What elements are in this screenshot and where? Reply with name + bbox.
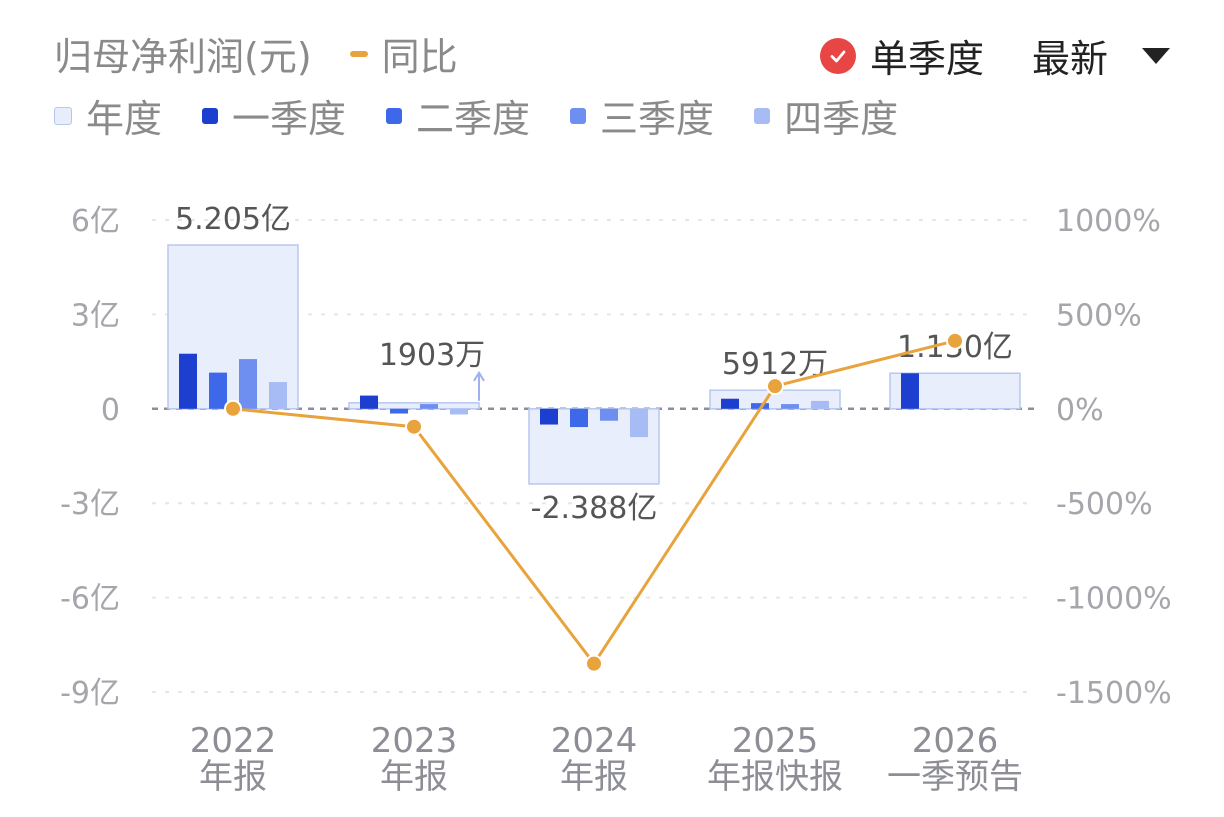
- legend-quarters: 年度 一季度 二季度 三季度 四季度: [54, 88, 898, 143]
- quarter-bar-2: [209, 372, 227, 409]
- quarter-bar-1: [721, 398, 739, 409]
- x-label-sub: 年报: [199, 757, 267, 797]
- overflow-arrow-head-icon: [473, 370, 485, 382]
- quarter-bar-3: [600, 408, 618, 421]
- check-icon: [820, 37, 856, 74]
- quarter-bar-4: [630, 408, 648, 438]
- legend-item-net-profit[interactable]: 归母净利润(元): [54, 26, 312, 81]
- yoy-point: [405, 417, 423, 436]
- quarter-bar-2: [751, 403, 769, 409]
- toggle-label: 单季度: [870, 37, 985, 81]
- annual-value-label: 1903万: [379, 338, 485, 373]
- legend-label: 归母净利润(元): [54, 35, 312, 79]
- x-label-sub: 年报: [380, 757, 448, 797]
- x-label-sub: 年报快报: [707, 757, 843, 797]
- legend-label: 三季度: [600, 97, 715, 141]
- y-tick-left: 6亿: [71, 204, 120, 239]
- legend-item-q4[interactable]: 四季度: [754, 88, 898, 143]
- sort-dropdown[interactable]: 最新: [1032, 28, 1171, 83]
- quarter-bar-3: [239, 359, 257, 409]
- swatch-icon: [570, 107, 587, 124]
- line-swatch-icon: [349, 50, 368, 57]
- caret-down-icon: [1142, 47, 1171, 64]
- legend-label: 四季度: [784, 97, 899, 141]
- x-label-sub: 一季预告: [887, 757, 1023, 797]
- swatch-icon: [754, 107, 771, 124]
- quarter-bar-3: [420, 404, 438, 409]
- annual-value-label: -2.388亿: [531, 491, 658, 526]
- legend-label: 同比: [381, 35, 458, 79]
- legend-item-annual[interactable]: 年度: [54, 88, 162, 143]
- x-label-year: 2022: [190, 721, 277, 761]
- x-label-sub: 年报: [560, 757, 628, 797]
- legend-label: 二季度: [416, 97, 531, 141]
- x-label-year: 2023: [371, 721, 458, 761]
- y-tick-left: 0: [101, 393, 120, 428]
- swatch-icon: [54, 106, 72, 125]
- y-tick-right: 500%: [1056, 298, 1142, 333]
- y-tick-left: -6亿: [60, 582, 120, 617]
- quarter-bar-4: [269, 382, 287, 409]
- legend-label: 年度: [86, 97, 163, 141]
- quarter-bar-1: [360, 395, 378, 409]
- y-tick-right: -1500%: [1056, 676, 1172, 711]
- yoy-point: [766, 377, 784, 396]
- y-tick-right: -500%: [1056, 487, 1153, 522]
- x-label-year: 2024: [551, 721, 638, 761]
- swatch-icon: [202, 107, 219, 124]
- y-tick-right: 1000%: [1056, 204, 1161, 239]
- quarter-bar-1: [901, 373, 919, 409]
- legend-item-yoy[interactable]: 同比: [349, 26, 458, 81]
- yoy-point: [224, 399, 242, 418]
- y-tick-left: -3亿: [60, 487, 120, 522]
- quarter-bar-1: [179, 353, 197, 409]
- quarter-bar-4: [450, 408, 468, 415]
- swatch-icon: [386, 107, 403, 124]
- annual-value-label: 5.205亿: [175, 202, 291, 237]
- single-quarter-toggle[interactable]: 单季度: [820, 28, 984, 83]
- x-label-year: 2025: [732, 721, 819, 761]
- quarter-bar-2: [390, 408, 408, 414]
- y-tick-left: -9亿: [60, 676, 120, 711]
- quarter-bar-3: [781, 404, 799, 409]
- quarter-bar-4: [811, 400, 829, 409]
- quarter-bar-1: [540, 408, 558, 425]
- legend-item-q3[interactable]: 三季度: [570, 88, 714, 143]
- y-tick-right: -1000%: [1056, 582, 1172, 617]
- legend-item-q2[interactable]: 二季度: [386, 88, 530, 143]
- annual-bar: [167, 244, 299, 410]
- yoy-point: [585, 654, 603, 673]
- legend-top: 归母净利润(元) 同比: [54, 26, 458, 81]
- yoy-point: [946, 331, 964, 350]
- y-tick-right: 0%: [1056, 393, 1104, 428]
- sort-label: 最新: [1032, 37, 1109, 81]
- legend-item-q1[interactable]: 一季度: [202, 88, 346, 143]
- y-tick-left: 3亿: [71, 298, 120, 333]
- x-label-year: 2026: [912, 721, 999, 761]
- annual-bar: [348, 402, 480, 410]
- legend-label: 一季度: [232, 97, 347, 141]
- quarter-bar-2: [570, 408, 588, 428]
